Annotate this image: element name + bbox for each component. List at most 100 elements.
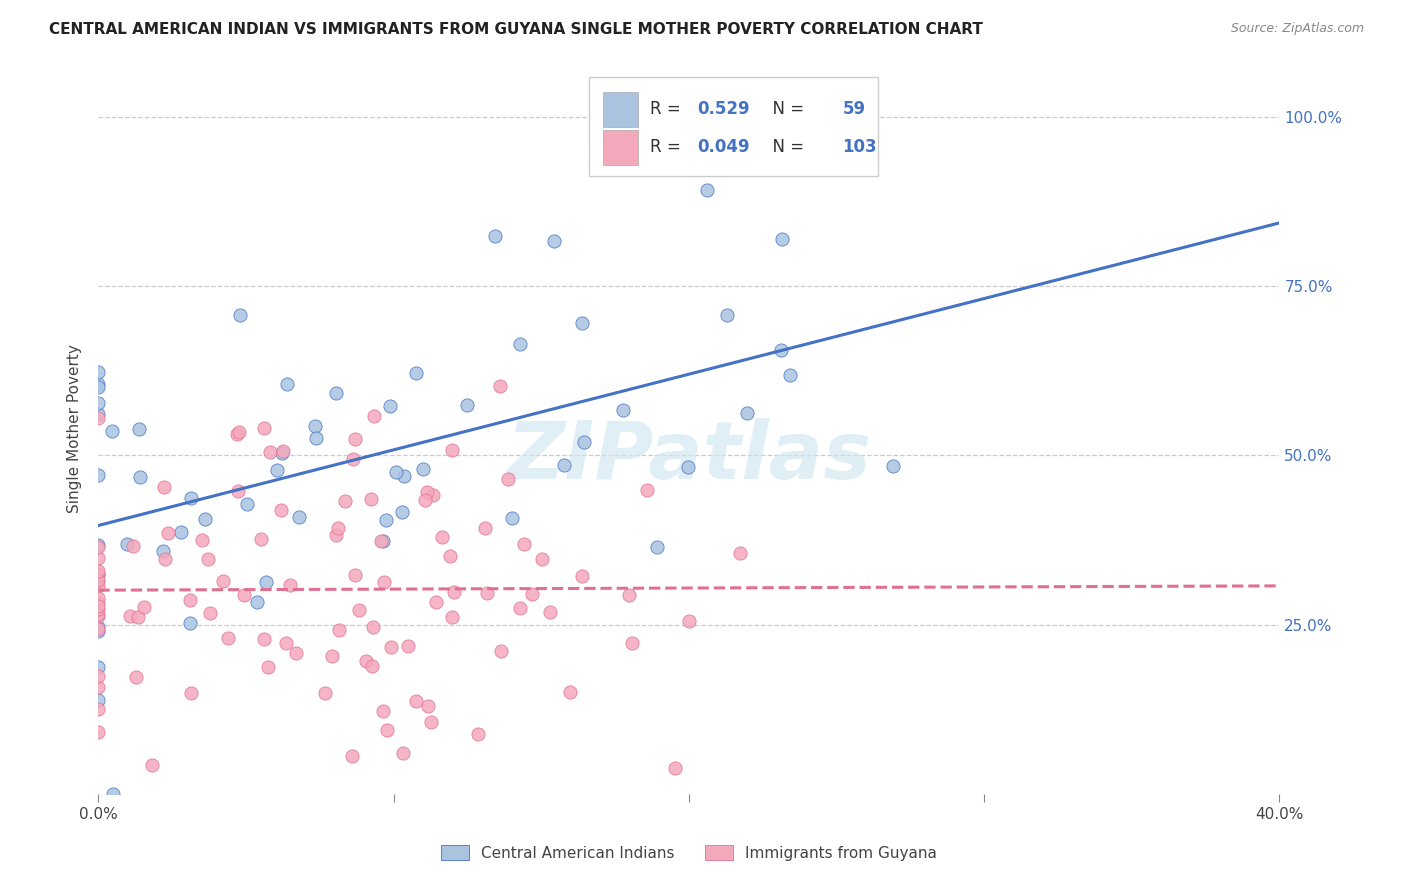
Point: [87, 702, 110, 716]
Text: 0.049: 0.049: [697, 138, 749, 156]
Point: [87, 573, 110, 587]
Point: [270, 502, 292, 516]
Point: [391, 505, 413, 519]
Point: [676, 460, 699, 475]
Point: [87, 407, 110, 421]
Point: [735, 407, 758, 421]
Point: [87, 380, 110, 394]
Point: [375, 513, 398, 527]
Point: [152, 543, 174, 558]
Point: [326, 521, 349, 535]
Text: R =: R =: [650, 100, 686, 118]
Point: [217, 631, 239, 645]
Point: [333, 494, 356, 508]
Point: [180, 491, 202, 505]
Point: [253, 632, 276, 646]
Point: [246, 595, 269, 609]
Point: [179, 593, 201, 607]
Point: [304, 431, 326, 445]
Point: [87, 620, 110, 634]
Text: N =: N =: [762, 100, 810, 118]
Point: [325, 528, 347, 542]
Point: [456, 398, 478, 412]
Point: [128, 422, 150, 436]
Point: [439, 549, 461, 563]
Point: [375, 723, 398, 737]
Point: [179, 616, 201, 631]
Point: [531, 552, 554, 566]
Point: [233, 588, 256, 602]
Point: [87, 538, 110, 552]
Point: [87, 568, 110, 582]
Point: [509, 601, 531, 615]
Point: [696, 183, 718, 197]
Point: [779, 368, 801, 382]
Point: [87, 724, 110, 739]
Point: [416, 698, 439, 713]
Point: [430, 530, 453, 544]
Point: [360, 492, 382, 507]
Point: [440, 610, 463, 624]
Text: R =: R =: [650, 138, 686, 156]
Y-axis label: Single Mother Poverty: Single Mother Poverty: [67, 343, 83, 513]
Point: [620, 636, 643, 650]
Point: [257, 659, 280, 673]
Point: [274, 636, 297, 650]
Point: [553, 458, 575, 472]
Point: [87, 681, 110, 695]
Point: [612, 403, 634, 417]
Point: [619, 588, 641, 602]
Point: [87, 396, 110, 410]
Point: [141, 757, 163, 772]
Point: [132, 599, 155, 614]
Point: [558, 685, 581, 699]
Point: [441, 443, 464, 458]
Point: [226, 427, 249, 442]
Point: [425, 595, 447, 609]
Point: [127, 610, 149, 624]
Point: [405, 694, 427, 708]
Point: [370, 534, 392, 549]
Point: [678, 614, 700, 628]
Point: [361, 619, 384, 633]
Point: [373, 534, 395, 549]
Point: [489, 644, 512, 658]
Point: [380, 640, 402, 655]
Point: [250, 532, 273, 546]
Point: [280, 578, 302, 592]
Point: [197, 552, 219, 566]
Point: [380, 399, 402, 413]
Point: [117, 537, 139, 551]
Point: [87, 669, 110, 683]
Point: [304, 419, 326, 434]
Point: [354, 654, 377, 668]
Point: [87, 468, 110, 483]
Point: [344, 432, 367, 446]
Text: ZIPatlas: ZIPatlas: [506, 418, 872, 497]
Point: [254, 575, 277, 590]
Point: [543, 234, 565, 248]
Point: [496, 472, 519, 486]
Text: 103: 103: [842, 138, 877, 156]
Point: [373, 704, 395, 718]
Point: [87, 596, 110, 610]
Point: [200, 607, 222, 621]
Point: [87, 579, 110, 593]
Point: [253, 421, 276, 435]
Point: [361, 659, 384, 673]
Point: [392, 746, 415, 760]
Text: CENTRAL AMERICAN INDIAN VS IMMIGRANTS FROM GUYANA SINGLE MOTHER POVERTY CORRELAT: CENTRAL AMERICAN INDIAN VS IMMIGRANTS FR…: [49, 22, 983, 37]
Point: [228, 425, 250, 439]
Point: [770, 232, 793, 246]
Text: 59: 59: [842, 100, 866, 118]
Point: [87, 376, 110, 391]
Point: [153, 551, 176, 566]
Point: [87, 564, 110, 578]
Point: [259, 444, 281, 458]
Point: [363, 409, 385, 423]
Point: [271, 444, 294, 458]
FancyBboxPatch shape: [603, 92, 638, 127]
Point: [413, 493, 436, 508]
Point: [212, 574, 235, 589]
Point: [405, 366, 427, 380]
